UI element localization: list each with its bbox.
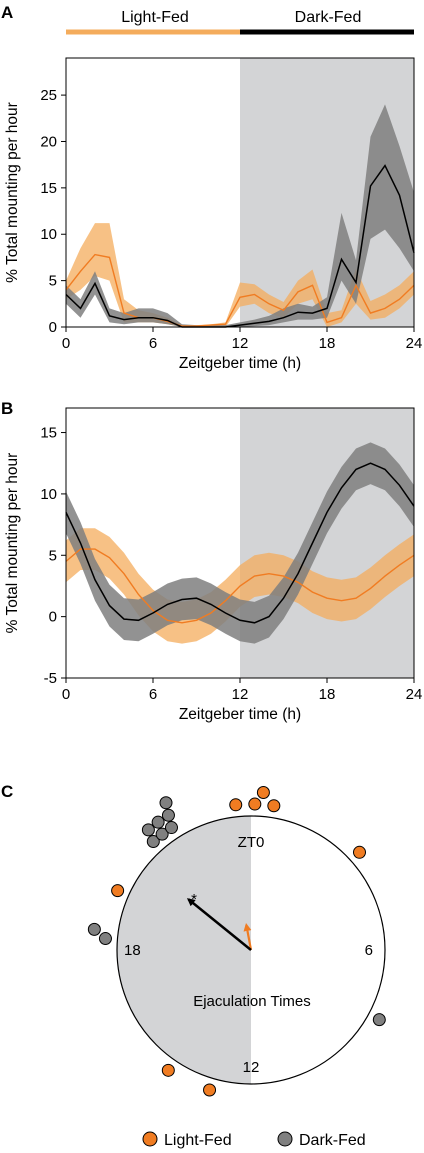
y-tick-label: 25 [40,87,57,104]
hour-label-right: 6 [365,942,373,959]
confidence-band-light-fed [66,223,414,327]
y-tick-label: 20 [40,133,57,150]
hour-label-top: ZT0 [238,834,265,851]
y-tick-label: 0 [49,609,57,626]
dark-fed-ejaculation-dot [161,808,175,822]
feeding-phase-header: Light-Fed Dark-Fed [66,9,414,35]
light-fed-header-label: Light-Fed [121,9,189,26]
dark-fed-ejaculation-dot [372,1013,386,1027]
x-tick-label: 0 [62,686,70,703]
dark-fed-ejaculation-dot [87,922,101,936]
x-tick-label: 24 [406,686,423,703]
panel-c-letter: C [1,782,13,801]
dark-fed-ejaculation-dot [141,823,155,837]
dark-fed-ejaculation-dot [155,827,169,841]
y-axis-title: % Total mounting per hour [4,453,21,634]
x-tick-label: 6 [149,686,157,703]
y-axis-title: % Total mounting per hour [4,102,21,283]
y-tick-label: -5 [44,670,57,687]
hour-label-left: 18 [124,942,141,959]
mean-vector-light-fed [243,922,253,951]
y-tick-label: 5 [49,273,57,290]
light-fed-ejaculation-dot [229,798,243,812]
series-line-dark-fed [65,164,415,328]
dark-fed-ejaculation-dot [164,821,178,835]
y-tick-label: 5 [49,547,57,564]
dark-fed-ejaculation-dot [146,835,160,849]
y-tick-label: 10 [40,486,57,503]
series-line-light-fed [65,548,415,624]
x-tick-label: 18 [319,335,336,352]
light-fed-ejaculation-dot [161,1063,175,1077]
light-fed-ejaculation-dot [203,1083,217,1097]
legend-label-light-fed: Light-Fed [164,1132,232,1149]
mean-vector-dark-fed [186,898,252,951]
x-tick-label: 12 [232,335,249,352]
x-axis-title: Zeitgeber time (h) [179,706,301,723]
panel-b-chart: -5 0 5 10 15 0 6 12 18 24 Zeitgeber time (h) % Tota… [4,407,423,723]
legend-label-dark-fed: Dark-Fed [299,1132,366,1149]
light-fed-ejaculation-dot [267,799,281,813]
y-tick-label: 0 [49,319,57,336]
y-tick-label: 10 [40,226,57,243]
panel-a-chart: 0 5 10 15 20 25 0 6 12 18 24 Zeitgeber time (h) % To… [4,57,423,372]
confidence-band-dark-fed [66,104,414,328]
panel-c-clock: ZT0 6 12 18 Ejaculation Times * Light-Fed Dark-… [87,785,386,1149]
light-fed-ejaculation-dot [111,884,125,898]
x-tick-label: 12 [232,686,249,703]
hour-label-bottom: 12 [243,1059,260,1076]
confidence-band-dark-fed [66,442,414,644]
legend-swatch-dark-fed [277,1131,293,1147]
dark-half-shading [117,816,251,1084]
dark-fed-header-label: Dark-Fed [295,9,362,26]
y-tick-label: 15 [40,425,57,442]
panel-b-letter: B [1,399,13,418]
light-fed-ejaculation-dot [256,785,270,799]
x-tick-label: 18 [319,686,336,703]
legend-swatch-light-fed [142,1131,158,1147]
light-fed-ejaculation-dot [352,845,366,859]
dark-fed-ejaculation-dot [98,932,112,946]
dark-fed-ejaculation-dot [151,815,165,829]
x-tick-label: 0 [62,335,70,352]
panel-a-letter: A [1,3,13,22]
series-line-dark-fed [65,462,415,624]
dark-fed-ejaculation-dot [159,796,173,810]
x-tick-label: 24 [406,335,423,352]
significance-asterisk: * [191,891,197,908]
y-tick-label: 15 [40,180,57,197]
series-line-light-fed [65,253,415,327]
x-axis-title: Zeitgeber time (h) [179,355,301,372]
clock-center-label: Ejaculation Times [193,993,311,1010]
x-tick-label: 6 [149,335,157,352]
clock-face [116,815,386,1085]
light-fed-ejaculation-dot [248,797,262,811]
